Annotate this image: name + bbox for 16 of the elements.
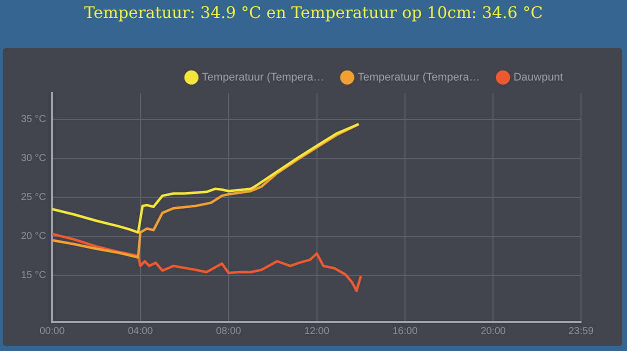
x-tick-label: 23:59 xyxy=(568,326,594,337)
chart-title: Temperatuur: 34.9 °C en Temperatuur op 10cm: 34.6 °C xyxy=(83,3,544,22)
legend-label: Temperatuur (Tempera… xyxy=(202,72,324,84)
x-tick-label: 04:00 xyxy=(128,326,154,337)
y-tick-label: 25 °C xyxy=(20,192,46,204)
y-tick-label: 30 °C xyxy=(20,153,46,164)
legend-label: Temperatuur (Tempera… xyxy=(358,72,480,84)
legend-label: Dauwpunt xyxy=(513,72,564,84)
x-tick-label: 12:00 xyxy=(304,326,330,337)
x-tick-label: 20:00 xyxy=(480,326,506,337)
y-tick-label: 35 °C xyxy=(20,114,46,126)
y-tick-label: 20 °C xyxy=(20,231,46,242)
x-tick-label: 16:00 xyxy=(392,326,418,337)
y-tick-label: 15 °C xyxy=(20,270,46,282)
x-tick-label: 08:00 xyxy=(216,326,242,337)
x-tick-label: 00:00 xyxy=(40,326,66,337)
